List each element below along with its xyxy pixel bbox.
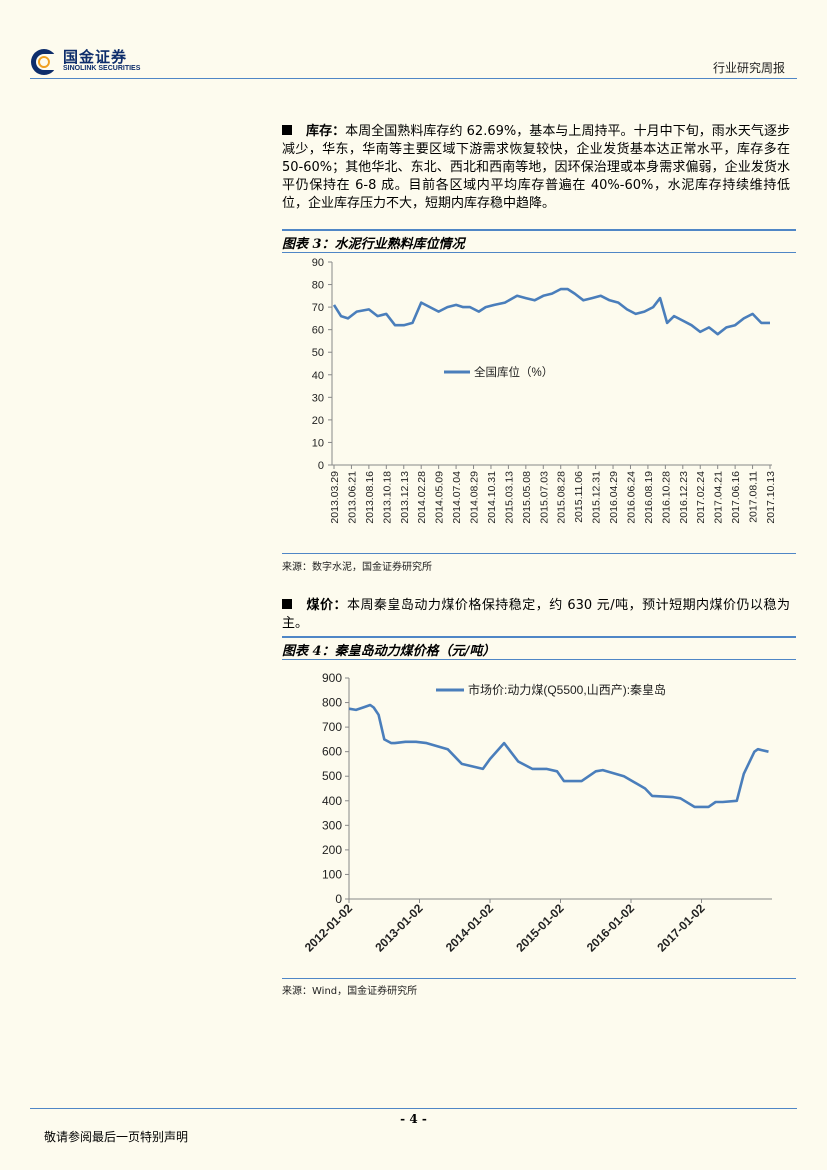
x-tick-label: 2016.12.23 [678,471,690,524]
y-tick-label: 50 [312,347,324,359]
x-tick-label: 2017.08.11 [748,471,760,523]
sinolink-logo-icon [31,49,58,75]
x-tick-label: 2015.11.06 [573,471,585,523]
figure3-top-rule [282,229,796,231]
page-number: - 4 - [400,1112,427,1126]
header-divider [30,78,797,79]
figure4-title-rule [282,659,796,660]
figure4-top-rule [282,636,796,638]
x-tick-label: 2015.12.31 [591,471,603,524]
figure4-source: 来源：Wind，国金证券研究所 [282,986,418,997]
figure3-source: 来源：数字水泥，国金证券研究所 [282,562,432,573]
figure4-title: 图表 4：秦皇岛动力煤价格（元/吨） [282,644,496,659]
x-tick-label: 2017.02.24 [695,471,707,524]
coal-price-chart: 0 100 200 300 400 500 600 700 800 900 2012-01-02 20… [302,671,772,955]
y-tick-label: 700 [322,720,342,734]
x-tick-label: 2014.07.04 [451,471,463,524]
y-tick-label: 400 [322,794,342,808]
coal-label: 煤价： [306,598,347,613]
footer-divider [30,1108,797,1109]
x-tick-label: 2014.08.29 [469,471,481,524]
y-tick-label: 0 [335,892,342,906]
bullet-square-icon [282,125,292,135]
x-tick-label: 2017.06.16 [730,471,742,524]
disclaimer-note: 敬请参阅最后一页特别声明 [44,1130,189,1144]
y-tick-label: 70 [312,302,324,314]
y-tick-label: 10 [312,437,324,449]
coal-paragraph: 煤价：本周秦皇岛动力煤价格保持稳定，约 630 元/吨，预计短期内煤价仍以稳为主… [282,597,790,633]
x-tick-label: 2013-01-02 [372,901,426,955]
logo-text-en: SINOLINK SECURITIES [63,65,141,72]
x-tick-label: 2016.08.19 [643,471,655,524]
logo-text-cn: 国金证券 [63,48,128,66]
inventory-text: 本周全国熟料库存约 62.69%，基本与上周持平。十月中下旬，雨水天气逐步减少，… [282,124,790,211]
coal-text: 本周秦皇岛动力煤价格保持稳定，约 630 元/吨，预计短期内煤价仍以稳为主。 [282,598,790,631]
figure3-title-rule [282,252,796,253]
x-tick-label: 2015.08.28 [556,471,568,524]
x-tick-label: 2015.05.08 [521,471,533,524]
legend-label: 全国库位（%） [474,365,553,379]
series-line-coal-price [348,703,769,809]
x-tick-label: 2014.02.28 [416,471,428,524]
y-tick-label: 200 [322,843,342,857]
y-tick-label: 100 [322,867,342,881]
series-line-inventory [332,287,770,336]
figure3-title: 图表 3：水泥行业熟料库位情况 [282,237,465,252]
inventory-paragraph: 库存：本周全国熟料库存约 62.69%，基本与上周持平。十月中下旬，雨水天气逐步… [282,123,790,213]
x-tick-label: 2014-01-02 [443,901,497,955]
x-tick-label: 2017.04.21 [713,471,725,524]
x-tick-label: 2015-01-02 [513,901,567,955]
x-tick-label: 2013.10.18 [381,471,393,524]
x-tick-label: 2015.03.13 [503,471,515,524]
x-tick-label: 2012-01-02 [302,901,356,955]
brand-logo: 国金证券 SINOLINK SECURITIES [30,46,155,80]
x-tick-label: 2013.08.16 [364,471,376,524]
y-tick-label: 90 [312,257,324,269]
x-tick-label: 2013.06.21 [346,471,358,524]
y-tick-label: 60 [312,325,324,337]
y-tick-label: 40 [312,370,324,382]
y-tick-label: 900 [322,671,342,685]
x-tick-label: 2015.07.03 [538,471,550,524]
figure4-bottom-rule [282,978,796,979]
inventory-chart: 0 10 20 30 40 50 60 70 80 90 2013.03.29 2013.06.21 2… [312,257,777,524]
x-tick-label: 2016.04.29 [608,471,620,524]
inventory-label: 库存： [306,124,346,139]
x-tick-label: 2016.10.28 [660,471,672,524]
x-tick-label: 2017.10.13 [765,471,777,524]
y-tick-label: 80 [312,280,324,292]
figure3-bottom-rule [282,553,796,554]
x-tick-label: 2017-01-02 [654,901,708,955]
x-tick-label: 2014.10.31 [486,471,498,524]
x-tick-label: 2016-01-02 [584,901,638,955]
x-tick-label: 2013.03.29 [329,471,341,524]
report-type: 行业研究周报 [712,61,785,75]
bullet-square-icon [282,599,292,609]
legend-label: 市场价:动力煤(Q5500,山西产):秦皇岛 [468,682,666,697]
y-tick-label: 300 [322,818,342,832]
y-tick-label: 30 [312,392,324,404]
y-tick-label: 20 [312,415,324,427]
x-tick-label: 2014.05.09 [434,471,446,524]
y-tick-label: 500 [322,769,342,783]
x-tick-label: 2013.12.13 [399,471,411,524]
y-tick-label: 600 [322,745,342,759]
x-tick-label: 2016.06.24 [625,471,637,524]
y-tick-label: 0 [318,460,324,472]
y-tick-label: 800 [322,696,342,710]
